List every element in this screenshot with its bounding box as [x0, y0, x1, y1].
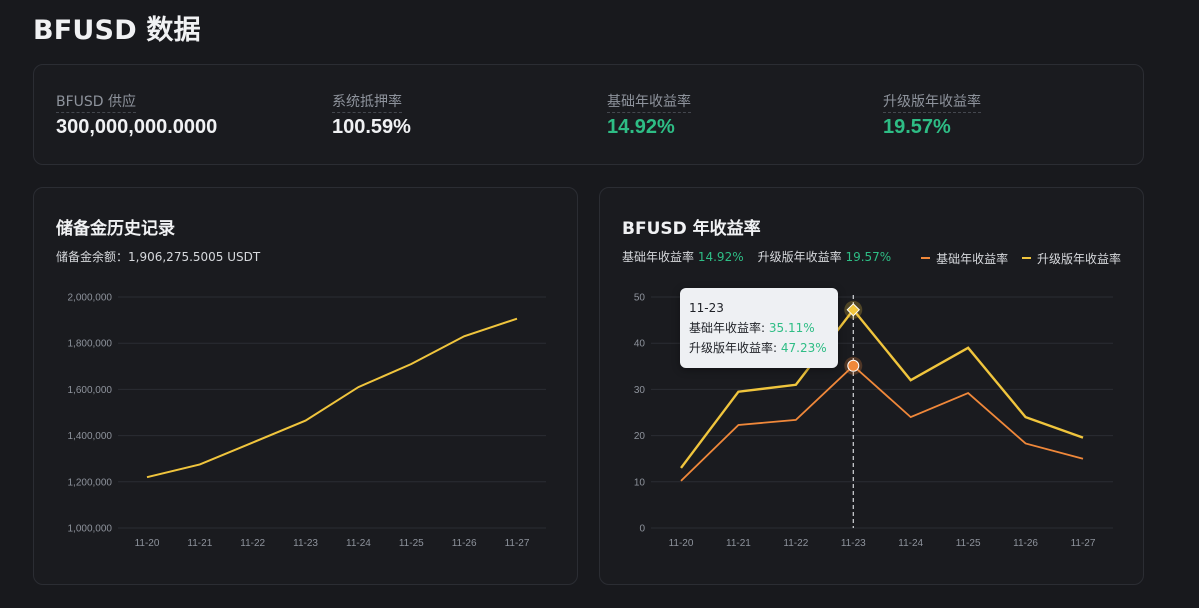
x-tick-label: 11-21 — [726, 538, 751, 549]
series-line — [680, 364, 1084, 482]
apy-summary: 基础年收益率 14.92% 升级版年收益率 19.57% — [622, 248, 891, 265]
base-apy-value: 14.92% — [697, 250, 744, 264]
x-tick-label: 11-23 — [293, 538, 318, 549]
x-tick-label: 11-27 — [1071, 538, 1096, 549]
y-tick-label: 0 — [639, 524, 645, 535]
diamond-marker-icon[interactable] — [846, 303, 860, 317]
x-tick-label: 11-24 — [898, 538, 923, 549]
tooltip-label: 基础年收益率: — [689, 321, 769, 335]
card-title: BFUSD 年收益率 — [622, 219, 761, 239]
stat-label[interactable]: 系统抵押率 — [332, 91, 402, 113]
x-tick-label: 11-27 — [505, 538, 530, 549]
tooltip-label: 升级版年收益率: — [689, 341, 781, 355]
stat-value: 300,000,000.0000 — [56, 116, 218, 138]
x-tick-label: 11-21 — [187, 538, 212, 549]
series-line — [146, 317, 518, 479]
y-tick-label: 20 — [634, 431, 646, 442]
apy-line-chart[interactable]: 0 10 20 30 40 50 11-20 11-21 11-22 11-23 11-24 11-2… — [600, 188, 1145, 586]
tooltip-value: 35.11% — [768, 321, 815, 335]
legend-swatch-icon — [921, 257, 931, 259]
stat-value: 19.57% — [883, 116, 951, 138]
y-tick-label: 1,600,000 — [68, 385, 113, 396]
stat-label[interactable]: 升级版年收益率 — [883, 91, 981, 113]
stats-card: BFUSD 供应 300,000,000.0000 系统抵押率 100.59% … — [33, 64, 1144, 165]
reserve-balance-label: 储备金余额： — [56, 250, 129, 264]
circle-marker-icon[interactable] — [847, 359, 860, 372]
x-tick-label: 11-26 — [1013, 538, 1038, 549]
tooltip-value: 47.23% — [780, 341, 827, 355]
chart-legend: 基础年收益率 升级版年收益率 — [911, 248, 1121, 267]
apy-card: BFUSD 年收益率 基础年收益率 14.92% 升级版年收益率 19.57% 基… — [599, 187, 1144, 585]
x-tick-label: 11-20 — [669, 538, 694, 549]
reserve-balance: 储备金余额：1,906,275.5005 USDT — [56, 248, 260, 265]
legend-item-upgraded[interactable]: 升级版年收益率 — [1021, 250, 1121, 267]
stat-value: 100.59% — [332, 116, 411, 138]
upgraded-apy-value: 19.57% — [845, 250, 892, 264]
y-tick-label: 1,400,000 — [68, 431, 113, 442]
x-tick-label: 11-25 — [956, 538, 981, 549]
y-tick-label: 1,000,000 — [68, 524, 113, 535]
y-tick-label: 1,200,000 — [68, 477, 113, 488]
stat-label[interactable]: 基础年收益率 — [607, 91, 691, 113]
stat-base-apy: 基础年收益率 14.92% — [607, 91, 691, 139]
reserve-line-chart[interactable]: 1,000,000 1,200,000 1,400,000 1,600,000 1,80… — [34, 188, 579, 586]
x-tick-label: 11-22 — [783, 538, 808, 549]
y-tick-label: 30 — [634, 385, 646, 396]
card-title: 储备金历史记录 — [56, 219, 175, 239]
series-line — [680, 307, 1084, 469]
tooltip-base-row: 基础年收益率: 35.11% — [689, 318, 829, 338]
reserve-history-card: 储备金历史记录 储备金余额：1,906,275.5005 USDT 1,000,… — [33, 187, 578, 585]
x-tick-label: 11-23 — [841, 538, 866, 549]
y-tick-label: 1,800,000 — [68, 339, 113, 350]
y-tick-label: 10 — [634, 477, 646, 488]
legend-item-base[interactable]: 基础年收益率 — [921, 250, 1008, 267]
reserve-balance-value: 1,906,275.5005 USDT — [128, 250, 261, 264]
chart-tooltip: 11-23 基础年收益率: 35.11% 升级版年收益率: 47.23% — [680, 288, 838, 368]
x-tick-label: 11-24 — [346, 538, 371, 549]
stat-label[interactable]: BFUSD 供应 — [56, 91, 137, 113]
x-tick-label: 11-22 — [240, 538, 265, 549]
x-tick-label: 11-20 — [135, 538, 160, 549]
legend-label: 升级版年收益率 — [1036, 251, 1121, 266]
y-tick-label: 50 — [634, 293, 646, 304]
y-tick-label: 2,000,000 — [68, 293, 113, 304]
page-title: BFUSD 数据 — [33, 15, 201, 46]
tooltip-date: 11-23 — [689, 301, 724, 315]
upgraded-apy-label: 升级版年收益率 — [757, 250, 842, 264]
x-tick-label: 11-26 — [452, 538, 477, 549]
y-tick-label: 40 — [634, 339, 646, 350]
x-tick-label: 11-25 — [399, 538, 424, 549]
stat-collateral-ratio: 系统抵押率 100.59% — [332, 91, 411, 139]
base-apy-label: 基础年收益率 — [622, 250, 695, 264]
stat-value: 14.92% — [607, 116, 675, 138]
stat-upgraded-apy: 升级版年收益率 19.57% — [883, 91, 981, 139]
stat-bfusd-supply: BFUSD 供应 300,000,000.0000 — [56, 91, 217, 139]
legend-label: 基础年收益率 — [936, 251, 1009, 266]
legend-swatch-icon — [1021, 257, 1031, 259]
tooltip-upgraded-row: 升级版年收益率: 47.23% — [689, 338, 829, 358]
